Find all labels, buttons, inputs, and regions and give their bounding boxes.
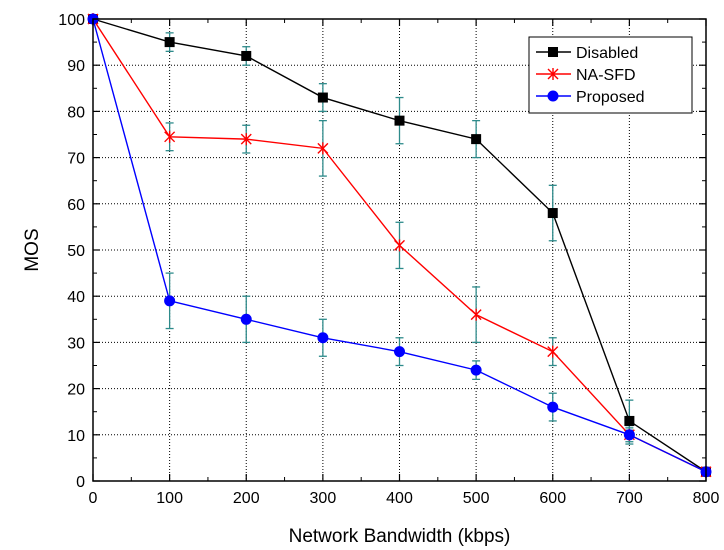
data-point-proposed bbox=[164, 295, 176, 307]
data-point-na-sfd bbox=[547, 345, 559, 358]
data-point-na-sfd bbox=[317, 142, 329, 155]
x-tick-label: 300 bbox=[310, 490, 337, 507]
axes: 0 100 200 300 400 500 600 700 800 0 10 20 30 40 50 60 70… bbox=[58, 12, 719, 507]
x-tick-label: 200 bbox=[233, 490, 260, 507]
y-axis-title: MOS bbox=[22, 228, 43, 271]
data-point-proposed bbox=[394, 346, 405, 358]
data-point-proposed bbox=[547, 401, 559, 413]
legend-marker bbox=[548, 47, 558, 57]
data-point-proposed bbox=[623, 429, 635, 441]
y-tick-label: 100 bbox=[58, 12, 85, 29]
data-point-disabled bbox=[471, 134, 482, 145]
legend-label: Disabled bbox=[576, 45, 638, 62]
y-tick-label: 30 bbox=[67, 335, 85, 352]
data-point-disabled bbox=[547, 208, 558, 219]
y-tick-label: 20 bbox=[67, 382, 85, 399]
data-point-proposed bbox=[240, 313, 252, 325]
legend-entry-disabled: Disabled bbox=[536, 45, 638, 62]
x-axis-title: Network Bandwidth (kbps) bbox=[289, 526, 511, 547]
data-point-disabled bbox=[394, 115, 405, 126]
x-tick-label: 800 bbox=[693, 490, 720, 507]
legend: Disabled NA-SFD Proposed bbox=[528, 36, 693, 114]
data-point-proposed bbox=[317, 332, 329, 344]
data-point-disabled bbox=[624, 415, 635, 426]
y-tick-label: 60 bbox=[67, 197, 85, 214]
x-tick-label: 100 bbox=[156, 490, 183, 507]
y-tick-label: 10 bbox=[67, 428, 85, 445]
x-tick-label: 700 bbox=[616, 490, 643, 507]
data-point-na-sfd bbox=[240, 133, 252, 146]
data-point-disabled bbox=[164, 37, 175, 48]
data-point-proposed bbox=[470, 364, 482, 376]
y-tick-label: 90 bbox=[67, 58, 85, 75]
legend-marker bbox=[547, 68, 559, 80]
x-tick-label: 600 bbox=[539, 490, 566, 507]
data-point-na-sfd bbox=[470, 308, 482, 321]
x-tick-label: 0 bbox=[89, 490, 98, 507]
data-point-disabled bbox=[317, 92, 328, 103]
x-tick-label: 400 bbox=[386, 490, 413, 507]
y-tick-label: 50 bbox=[67, 243, 85, 260]
y-tick-label: 40 bbox=[67, 289, 85, 306]
legend-label: Proposed bbox=[576, 89, 645, 106]
legend-entry-proposed: Proposed bbox=[536, 89, 645, 106]
x-tick-label: 500 bbox=[463, 490, 490, 507]
legend-marker bbox=[547, 90, 559, 102]
y-tick-label: 70 bbox=[67, 151, 85, 168]
data-point-na-sfd bbox=[394, 239, 405, 252]
y-tick-label: 80 bbox=[67, 104, 85, 121]
y-tick-label: 0 bbox=[76, 474, 85, 491]
data-point-na-sfd bbox=[164, 130, 176, 143]
legend-label: NA-SFD bbox=[576, 67, 636, 84]
legend-entry-na-sfd: NA-SFD bbox=[536, 67, 636, 84]
data-point-disabled bbox=[241, 50, 252, 61]
